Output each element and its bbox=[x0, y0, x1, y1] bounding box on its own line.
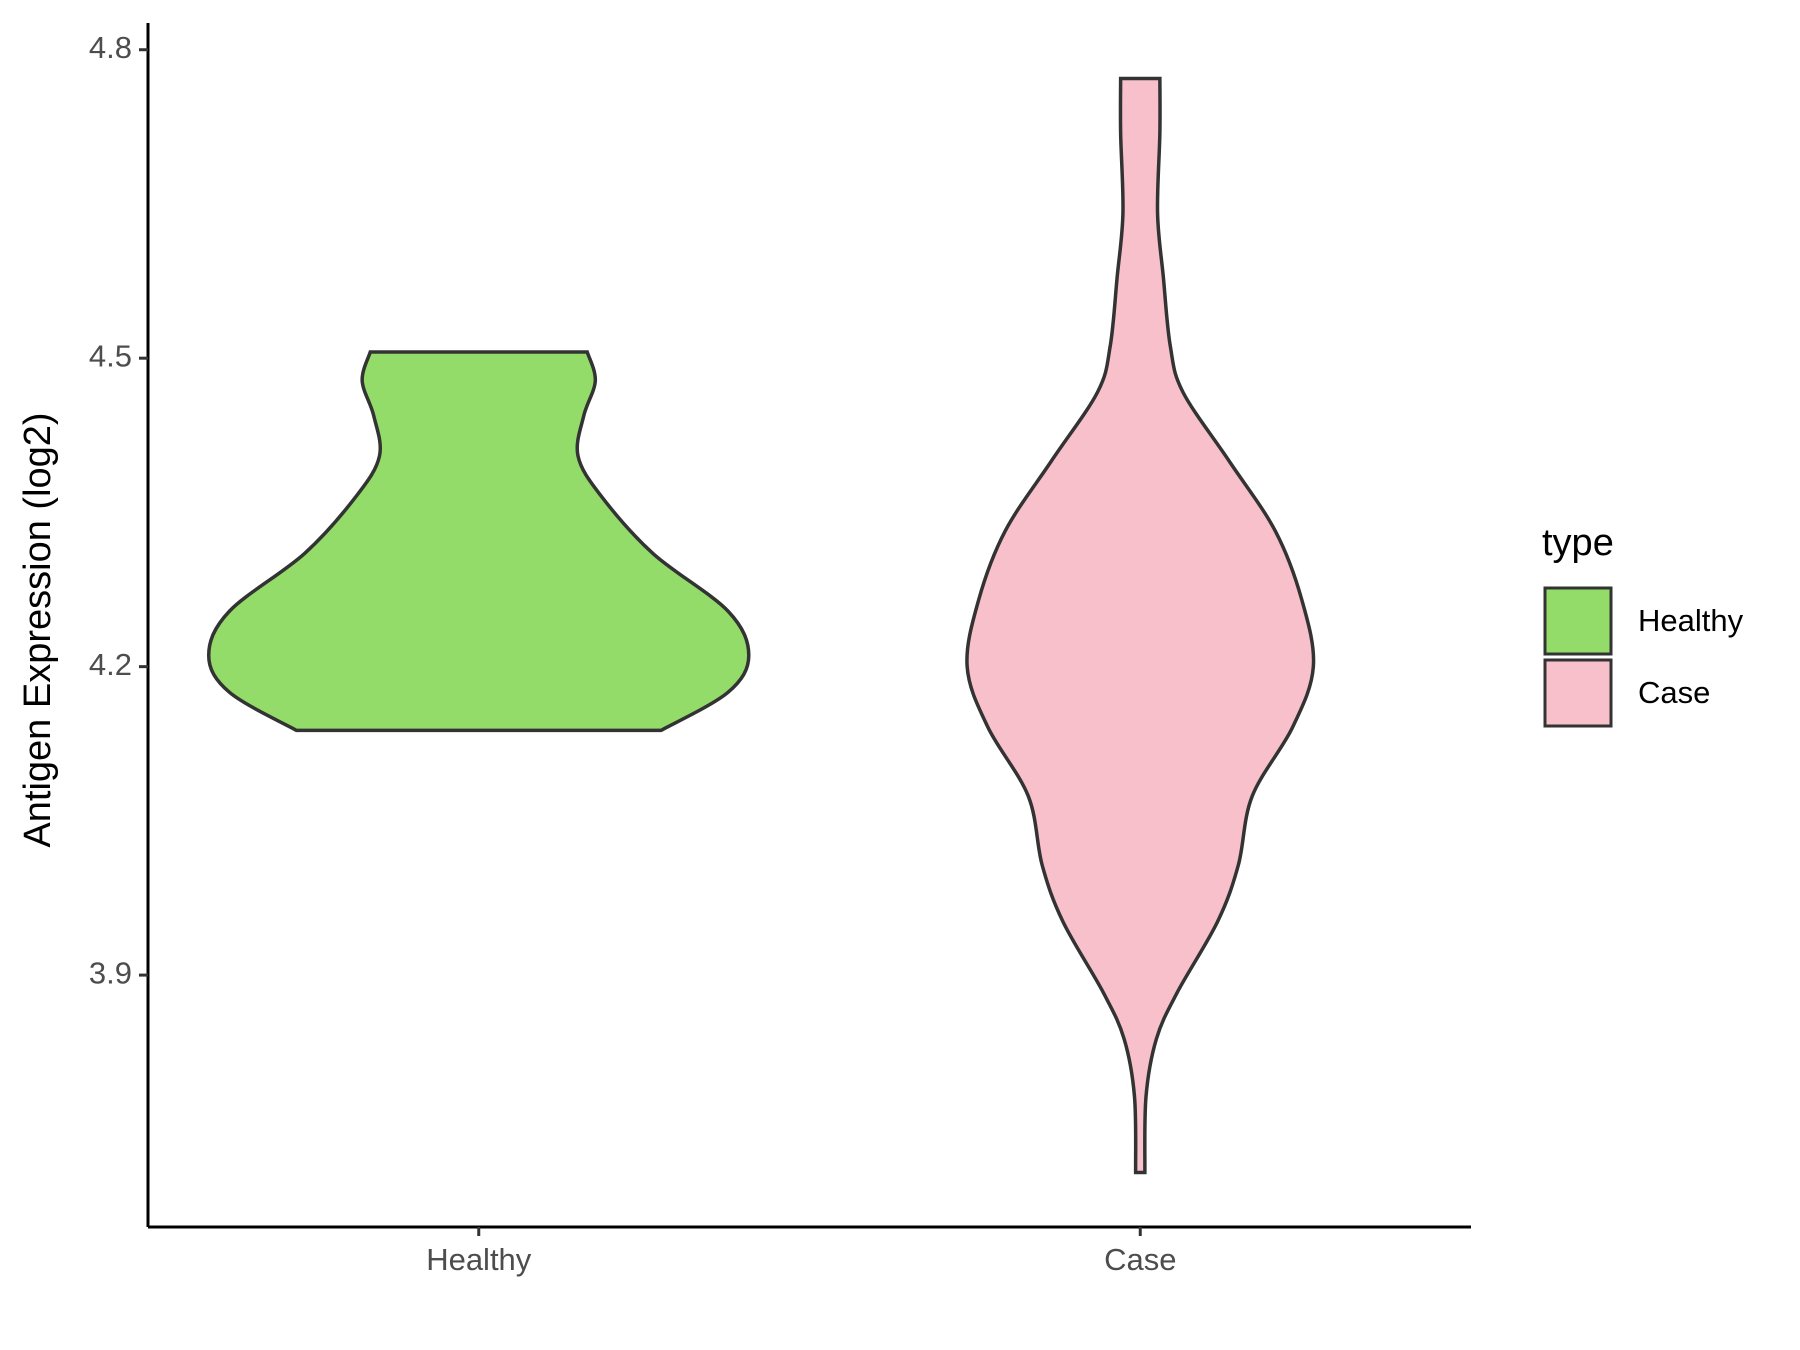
y-tick-label: 4.2 bbox=[89, 647, 132, 682]
legend-label: Healthy bbox=[1638, 603, 1744, 638]
y-tick-label: 4.8 bbox=[89, 30, 132, 65]
legend-title: type bbox=[1542, 522, 1614, 564]
violin bbox=[965, 76, 1316, 1175]
x-tick-label: Healthy bbox=[426, 1242, 532, 1277]
y-axis-title: Antigen Expression (log2) bbox=[17, 412, 59, 847]
legend-label: Case bbox=[1638, 675, 1710, 710]
x-tick-label: Case bbox=[1104, 1242, 1176, 1277]
y-tick-label: 3.9 bbox=[89, 955, 132, 990]
y-tick-label: 4.5 bbox=[89, 338, 132, 373]
legend-key bbox=[1543, 586, 1613, 656]
violin bbox=[206, 350, 751, 733]
legend-key bbox=[1543, 658, 1613, 728]
